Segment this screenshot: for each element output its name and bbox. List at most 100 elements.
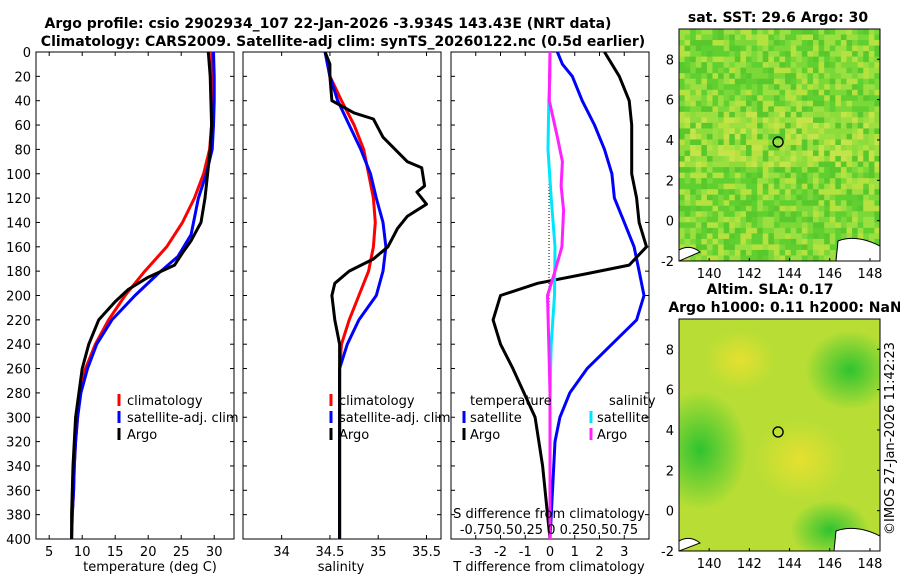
map-x-tick-label: 144 xyxy=(777,557,802,572)
x-tick-label: 0 xyxy=(546,545,554,560)
copyright-stamp: ©IMOS 27-Jan-2026 11:42:23 xyxy=(883,342,898,535)
map-y-tick-label: 8 xyxy=(666,53,674,68)
x-tick-label: 20 xyxy=(140,545,157,560)
legend-label-temp-satellite: satellite xyxy=(470,411,522,426)
temperature-panel: 5 10 15 20 25 30 temperature (deg C) climatol… xyxy=(35,51,239,575)
map-x-tick-label: 140 xyxy=(697,557,722,572)
x-tick-label: 35.5 xyxy=(412,545,441,560)
coastline-se xyxy=(835,237,880,261)
depth-tick-label: 280 xyxy=(6,387,31,402)
x-tick-label: 10 xyxy=(74,545,91,560)
x-tick-label: 34 xyxy=(273,545,290,560)
series-line-temperature-argo xyxy=(491,51,648,540)
depth-tick-label: 260 xyxy=(6,363,31,378)
map-y-tick-label: 8 xyxy=(666,343,674,358)
map-y-tick-label: 0 xyxy=(666,505,674,520)
argo-float-marker xyxy=(772,426,784,438)
sla-low-north xyxy=(705,330,775,390)
map-y-tick-label: 6 xyxy=(666,94,674,109)
map-y-tick-label: 2 xyxy=(666,174,674,189)
depth-tick-label: 400 xyxy=(6,533,31,548)
depth-tick-label: 0 xyxy=(23,46,31,61)
depth-tick-label: 160 xyxy=(6,241,31,256)
legend-label-temp-argo: Argo xyxy=(470,428,500,443)
legend-label-satellite: satellite-adj. clim xyxy=(127,411,239,426)
s-difference-ticks: -0.750.50.25 0 0.250.50.75 xyxy=(460,523,638,538)
depth-tick-label: 140 xyxy=(6,216,31,231)
sla-high-northeast xyxy=(805,330,880,410)
depth-tick-label: 240 xyxy=(6,338,31,353)
x-tick-label: -1 xyxy=(519,545,532,560)
difference-xlabel: T difference from climatology xyxy=(452,560,645,575)
x-tick-label: 15 xyxy=(107,545,124,560)
x-tick-label: 30 xyxy=(206,545,223,560)
legend-label-argo: Argo xyxy=(127,428,157,443)
map-y-tick-label: -2 xyxy=(661,545,674,560)
depth-tick-label: 120 xyxy=(6,192,31,207)
legend-label-sal-satellite: satellite xyxy=(597,411,649,426)
legend-label-argo: Argo xyxy=(339,428,369,443)
depth-tick-label: 300 xyxy=(6,411,31,426)
legend-heading-salinity: salinity xyxy=(609,394,656,409)
coastline-sw xyxy=(679,537,701,551)
legend-label-satellite: satellite-adj. clim xyxy=(339,411,451,426)
map-x-tick-label: 142 xyxy=(737,557,762,572)
sla-map-frame xyxy=(678,318,881,552)
series-line-salinity-argo xyxy=(546,51,566,539)
depth-tick-label: 320 xyxy=(6,436,31,451)
salinity-xlabel: salinity xyxy=(318,560,365,575)
depth-tick-label: 380 xyxy=(6,509,31,524)
series-line-satellite-adj-clim xyxy=(323,51,388,539)
sla-high-west xyxy=(679,390,748,510)
depth-tick-label: 180 xyxy=(6,265,31,280)
x-tick-label: 3 xyxy=(620,545,628,560)
x-tick-label: -2 xyxy=(494,545,507,560)
map-y-tick-label: 4 xyxy=(666,424,674,439)
legend-label-climatology: climatology xyxy=(127,394,203,409)
map-x-tick-label: 144 xyxy=(777,267,802,282)
map-x-tick-label: 142 xyxy=(737,267,762,282)
coastline-sw xyxy=(679,246,701,261)
argo-float-marker xyxy=(772,136,784,148)
map-x-tick-label: 148 xyxy=(858,267,883,282)
depth-tick-label: 340 xyxy=(6,460,31,475)
sla-map-subtitle: Argo h1000: 0.11 h2000: NaN xyxy=(668,300,900,316)
legend-label-sal-argo: Argo xyxy=(597,428,627,443)
x-tick-label: 25 xyxy=(173,545,190,560)
depth-tick-label: 20 xyxy=(14,70,31,85)
legend-label-climatology: climatology xyxy=(339,394,415,409)
temperature-legend: climatology satellite-adj. clim Argo xyxy=(117,394,239,443)
coastline-se xyxy=(833,527,880,551)
depth-tick-label: 220 xyxy=(6,314,31,329)
map-y-tick-label: -2 xyxy=(661,255,674,270)
sst-field-cells xyxy=(679,29,880,261)
depth-tick-label: 60 xyxy=(14,119,31,134)
x-tick-label: 2 xyxy=(595,545,603,560)
figure-title-line2: Climatology: CARS2009. Satellite-adj cli… xyxy=(41,34,645,50)
x-tick-label: 34.5 xyxy=(315,545,344,560)
map-x-tick-label: 146 xyxy=(817,267,842,282)
x-tick-label: 5 xyxy=(45,545,53,560)
map-y-tick-label: 2 xyxy=(666,464,674,479)
difference-panel: -3 -2 -1 0 1 2 3 T difference from climatology… xyxy=(450,51,656,575)
map-y-tick-label: 4 xyxy=(666,134,674,149)
sla-map-panel: Altim. SLA: 0.17 Argo h1000: 0.11 h2000:… xyxy=(661,282,900,572)
map-x-tick-label: 146 xyxy=(817,557,842,572)
x-tick-label: -3 xyxy=(469,545,482,560)
x-tick-label: 35 xyxy=(370,545,387,560)
sla-low-center xyxy=(755,420,845,500)
map-x-tick-label: 148 xyxy=(858,557,883,572)
depth-axis: 0 20 40 60 80 100 120 140 160 180 200 220 240 260 280 3… xyxy=(6,46,31,548)
series-line-argo xyxy=(323,51,428,539)
s-difference-label: S difference from climatology xyxy=(453,507,645,522)
temperature-xlabel: temperature (deg C) xyxy=(83,560,217,575)
depth-tick-label: 360 xyxy=(6,484,31,499)
map-x-tick-label: 140 xyxy=(697,267,722,282)
depth-tick-label: 80 xyxy=(14,143,31,158)
salinity-panel: 34 34.5 35 35.5 salinity climatology satell… xyxy=(242,51,451,575)
map-y-tick-label: 6 xyxy=(666,384,674,399)
x-tick-label: 1 xyxy=(571,545,579,560)
salinity-axes-box xyxy=(242,51,442,540)
